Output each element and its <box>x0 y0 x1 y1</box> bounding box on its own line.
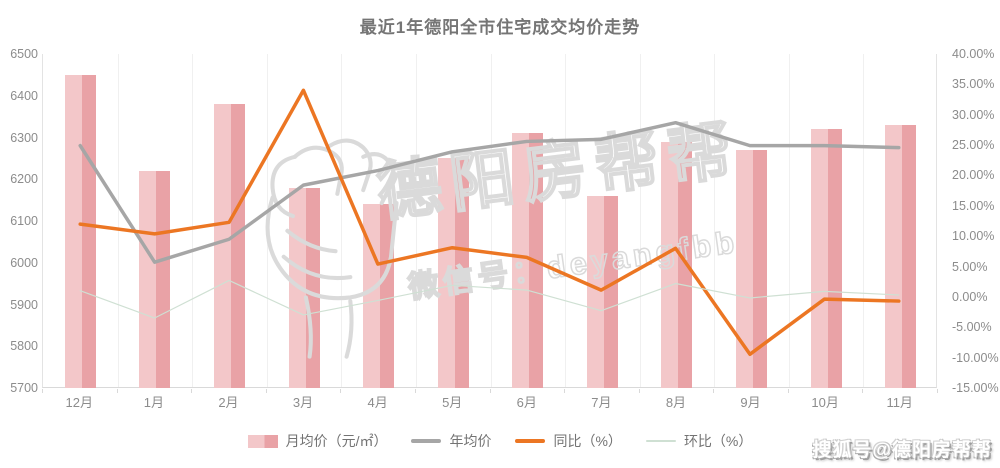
right-axis-tick: -5.00% <box>952 320 992 335</box>
x-axis-tickmark <box>713 389 715 393</box>
vertical-gridline <box>490 54 492 387</box>
x-axis-label-1月: 1月 <box>143 395 164 410</box>
x-axis-label-4月: 4月 <box>367 395 388 410</box>
x-axis-tickmark <box>414 389 416 393</box>
legend-line-swatch <box>515 439 546 443</box>
x-axis-label-5月: 5月 <box>442 395 463 410</box>
bar-12月 <box>64 74 96 388</box>
right-axis-tick: -15.00% <box>952 381 999 395</box>
x-axis-tickmark <box>638 389 640 393</box>
legend-item-月均价（元/㎡）: 月均价（元/㎡） <box>247 431 388 451</box>
x-axis-tickmark <box>787 389 789 393</box>
x-axis-tickmark <box>42 389 43 393</box>
legend-item-同比（%）: 同比（%） <box>515 431 622 451</box>
right-axis-tick: -10.00% <box>952 350 999 365</box>
x-axis-label-7月: 7月 <box>591 395 612 410</box>
right-axis-tick: 15.00% <box>952 198 995 213</box>
chart-title: 最近1年德阳全市住宅成交均价走势 <box>359 18 641 37</box>
left-axis-tick: 6100 <box>10 214 38 228</box>
bar-5月 <box>437 158 469 388</box>
vertical-gridline <box>863 54 865 387</box>
plot-area: 德阳房帮帮 微信号：deyangfbb <box>42 54 937 388</box>
right-axis-tick: 25.00% <box>952 138 995 153</box>
line-series <box>78 88 901 357</box>
bar-7月 <box>586 195 618 388</box>
vertical-gridline <box>415 54 417 387</box>
legend-line-swatch <box>645 440 676 442</box>
x-axis-label-12月: 12月 <box>65 395 94 410</box>
left-axis-tick: 6400 <box>10 88 38 103</box>
right-axis-tick: 20.00% <box>952 168 995 183</box>
x-axis-label-9月: 9月 <box>740 395 761 410</box>
x-axis-label-8月: 8月 <box>665 395 687 410</box>
legend-item-环比（%）: 环比（%） <box>645 431 753 451</box>
x-axis-label-2月: 2月 <box>218 395 239 410</box>
legend: 月均价（元/㎡） 年均价 同比（%） 环比（%） <box>0 430 1000 452</box>
right-axis-tick: 0.00% <box>952 289 988 304</box>
left-axis-tick: 5900 <box>10 297 38 312</box>
x-axis-tickmark <box>340 389 342 393</box>
x-axis-label-10月: 10月 <box>811 395 839 410</box>
x-axis-label-3月: 3月 <box>292 395 314 410</box>
vertical-gridline <box>192 54 194 387</box>
x-axis-tickmark <box>937 389 938 393</box>
bar-9月 <box>736 150 768 388</box>
line-年均价 <box>78 120 901 264</box>
x-axis-tickmark <box>191 389 193 393</box>
left-axis-tick: 6000 <box>10 255 38 270</box>
bar-1月 <box>139 170 171 388</box>
line-环比（%） <box>79 279 900 319</box>
vertical-gridline <box>639 54 641 387</box>
x-axis-label-11月: 11月 <box>886 395 913 410</box>
legend-line-swatch <box>411 439 442 443</box>
right-axis-tick: 35.00% <box>952 77 995 92</box>
left-axis-tick: 5700 <box>10 381 38 395</box>
bar-10月 <box>810 129 842 388</box>
x-axis-tickmark <box>489 389 491 393</box>
right-axis-tick: 30.00% <box>952 107 995 122</box>
vertical-gridline <box>714 54 716 387</box>
vertical-gridline <box>565 54 567 387</box>
legend-label: 年均价 <box>449 433 492 449</box>
vertical-gridline <box>117 54 119 387</box>
x-axis-tickmark <box>116 389 118 393</box>
left-axis-tick: 6300 <box>10 130 38 145</box>
legend-bar-swatch <box>247 434 278 448</box>
bar-11月 <box>885 124 917 388</box>
legend-label: 月均价（元/㎡） <box>285 433 388 449</box>
left-axis-tick: 6200 <box>10 172 38 187</box>
sohu-watermark: 搜狐号@德阳房帮帮 <box>812 440 992 461</box>
right-axis-tick: 10.00% <box>952 229 995 244</box>
legend-item-年均价: 年均价 <box>411 431 491 451</box>
vertical-gridline <box>788 54 790 387</box>
legend-label: 环比（%） <box>683 433 753 449</box>
left-axis-tick: 5800 <box>10 339 38 354</box>
bar-2月 <box>213 104 245 388</box>
x-axis-label-6月: 6月 <box>516 395 537 410</box>
x-axis-tickmark <box>862 389 864 393</box>
line-同比（%） <box>78 88 901 357</box>
legend-label: 同比（%） <box>553 433 622 449</box>
right-axis-tick: 5.00% <box>952 259 988 274</box>
left-axis-tick: 6500 <box>10 47 38 61</box>
x-axis-tickmark <box>564 389 566 393</box>
x-axis-tickmark <box>265 389 267 393</box>
right-axis-tick: 40.00% <box>952 47 995 61</box>
